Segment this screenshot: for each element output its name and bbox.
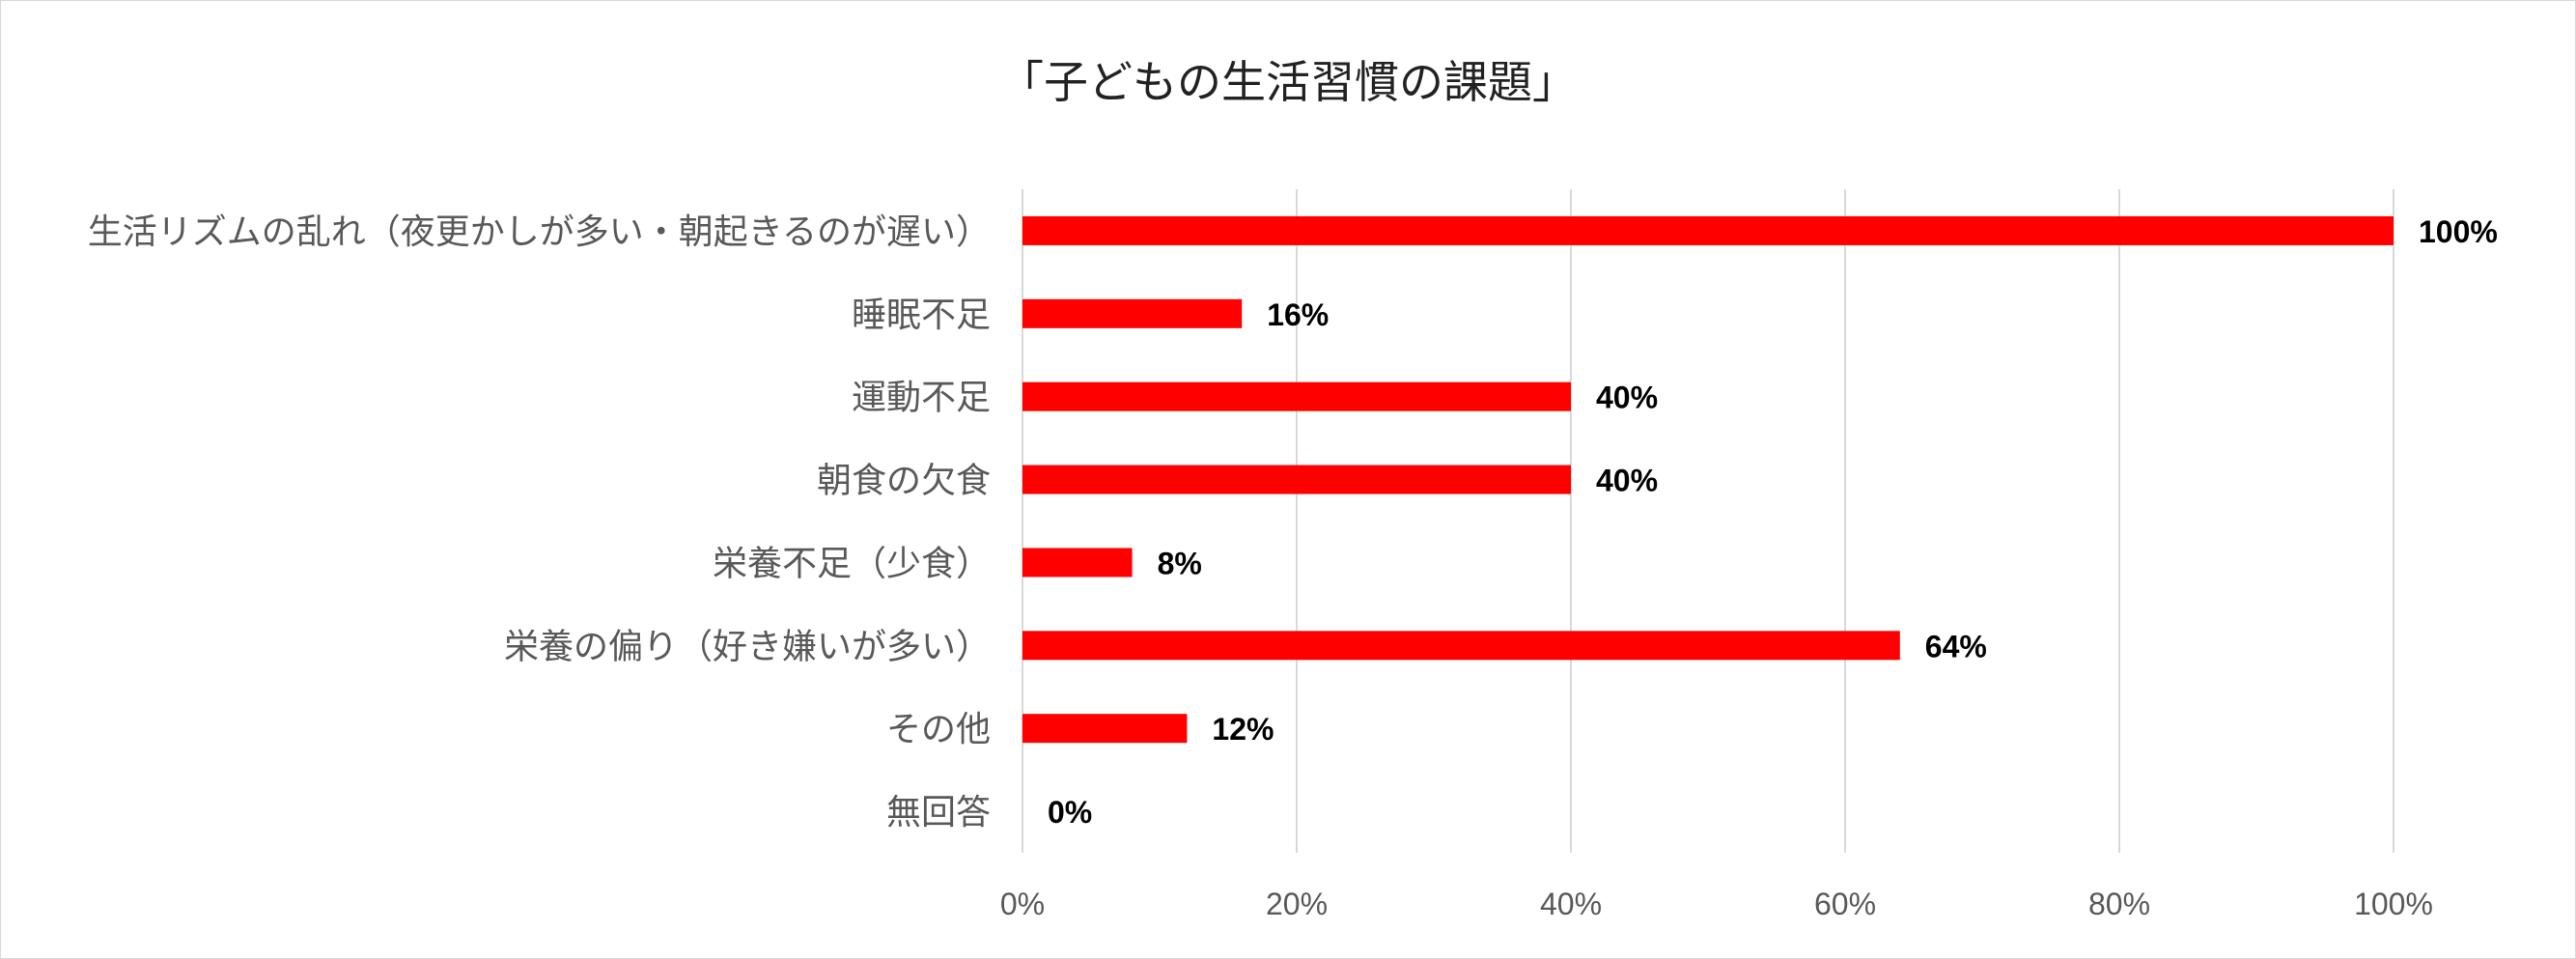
data-label: 0% (1048, 795, 1092, 830)
category-label: 運動不足 (852, 379, 991, 418)
bar (1022, 298, 1243, 328)
category-labels: 生活リズムの乱れ（夜更かしが多い・朝起きるのが遅い） 睡眠不足運動不足朝食の欠食栄… (88, 212, 991, 832)
data-label: 64% (1925, 629, 1987, 663)
category-label: 栄養不足（少食） (713, 544, 991, 583)
chart-title: 「子どもの生活習慣の課題」 (999, 56, 1577, 108)
bar (1022, 381, 1571, 411)
data-label: 100% (2419, 214, 2498, 249)
x-tick-label: 0% (1000, 887, 1045, 921)
category-label: その他 (886, 710, 991, 749)
x-axis-tick-labels: 0% 20% 40% 60% 80% 100% (1000, 887, 2433, 921)
data-label: 12% (1212, 712, 1274, 747)
gridlines (1022, 189, 2394, 853)
x-tick-label: 100% (2354, 887, 2433, 921)
data-label: 40% (1596, 464, 1658, 498)
data-label: 8% (1158, 546, 1202, 580)
x-tick-label: 20% (1266, 887, 1328, 921)
data-label: 40% (1596, 381, 1658, 415)
x-tick-label: 40% (1540, 887, 1602, 921)
bar (1022, 465, 1571, 494)
category-label: 睡眠不足 (852, 296, 991, 335)
bar (1022, 714, 1188, 744)
x-tick-label: 80% (2088, 887, 2150, 921)
category-label: 栄養の偏り（好き嫌いが多い） (504, 627, 991, 666)
bar (1022, 215, 2394, 245)
data-labels: 100% 16% 40% 40% 8% 64% 12% 0% (1048, 214, 2498, 830)
bars (1022, 215, 2394, 744)
category-label: 朝食の欠食 (817, 462, 991, 501)
x-tick-label: 60% (1814, 887, 1876, 921)
category-label: 生活リズムの乱れ（夜更かしが多い・朝起きるのが遅い） (88, 212, 991, 252)
data-label: 16% (1267, 297, 1329, 332)
bar (1022, 548, 1133, 578)
category-label: 無回答 (886, 793, 991, 832)
bar (1022, 631, 1900, 661)
